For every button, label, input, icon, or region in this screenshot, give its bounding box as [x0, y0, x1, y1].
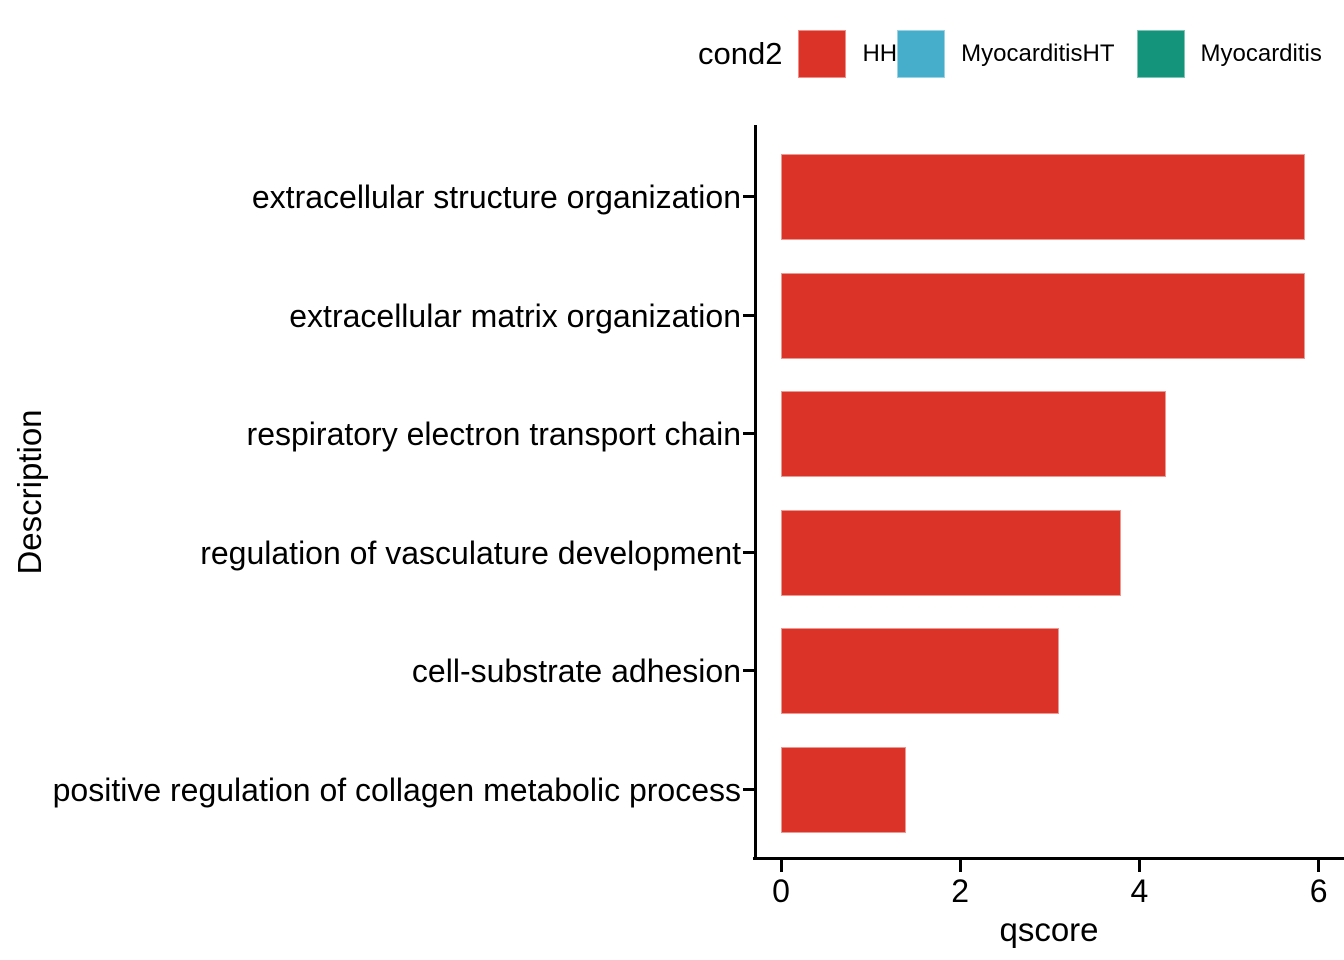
x-tick-label: 4: [1130, 873, 1149, 909]
bar-hh: [781, 154, 1305, 240]
bar-hh: [781, 509, 1121, 596]
legend-item-label: Myocarditis: [1200, 40, 1322, 67]
legend-title: cond2: [698, 36, 783, 71]
legend-item-myocarditisht: MyocarditisHT: [897, 30, 1115, 78]
bar-hh: [781, 391, 1166, 477]
y-axis-tick: [743, 787, 754, 791]
y-axis-title: Description: [11, 409, 48, 575]
legend: cond2 HH MyocarditisHT Myocarditis: [698, 29, 1344, 79]
legend-item-myocarditis: Myocarditis: [1136, 30, 1322, 78]
bar-hh: [781, 272, 1305, 359]
x-tick-label: 6: [1309, 873, 1328, 909]
category-label: cell-substrate adhesion: [411, 653, 741, 689]
bar-hh: [781, 628, 1059, 714]
category-label: respiratory electron transport chain: [246, 416, 741, 452]
legend-item-label: HH: [862, 40, 898, 67]
x-axis-tick: [1137, 860, 1141, 872]
x-axis-title: qscore: [999, 911, 1099, 948]
y-axis-tick: [743, 195, 754, 198]
y-axis-line: [754, 125, 757, 860]
category-label: positive regulation of collagen metaboli…: [52, 771, 741, 808]
legend-item-hh: HH: [798, 30, 897, 78]
x-axis-tick: [1317, 860, 1321, 872]
bar-hh: [781, 746, 906, 833]
category-label: regulation of vasculature development: [200, 534, 741, 571]
category-label: extracellular structure organization: [251, 179, 741, 215]
y-axis-tick: [743, 432, 754, 435]
y-axis-tick: [743, 550, 754, 554]
x-tick-label: 0: [772, 873, 790, 909]
legend-key-swatch: [1136, 30, 1185, 78]
legend-key-swatch: [897, 30, 946, 78]
legend-item-label: MyocarditisHT: [961, 40, 1115, 67]
x-axis-tick: [958, 860, 962, 872]
y-axis-tick: [743, 313, 754, 317]
x-tick-label: 2: [951, 873, 970, 909]
legend-key-swatch: [798, 30, 847, 78]
category-label: extracellular matrix organization: [289, 297, 741, 334]
y-axis-tick: [743, 669, 754, 672]
x-axis-line: [753, 857, 1344, 860]
x-axis-tick: [779, 860, 783, 872]
